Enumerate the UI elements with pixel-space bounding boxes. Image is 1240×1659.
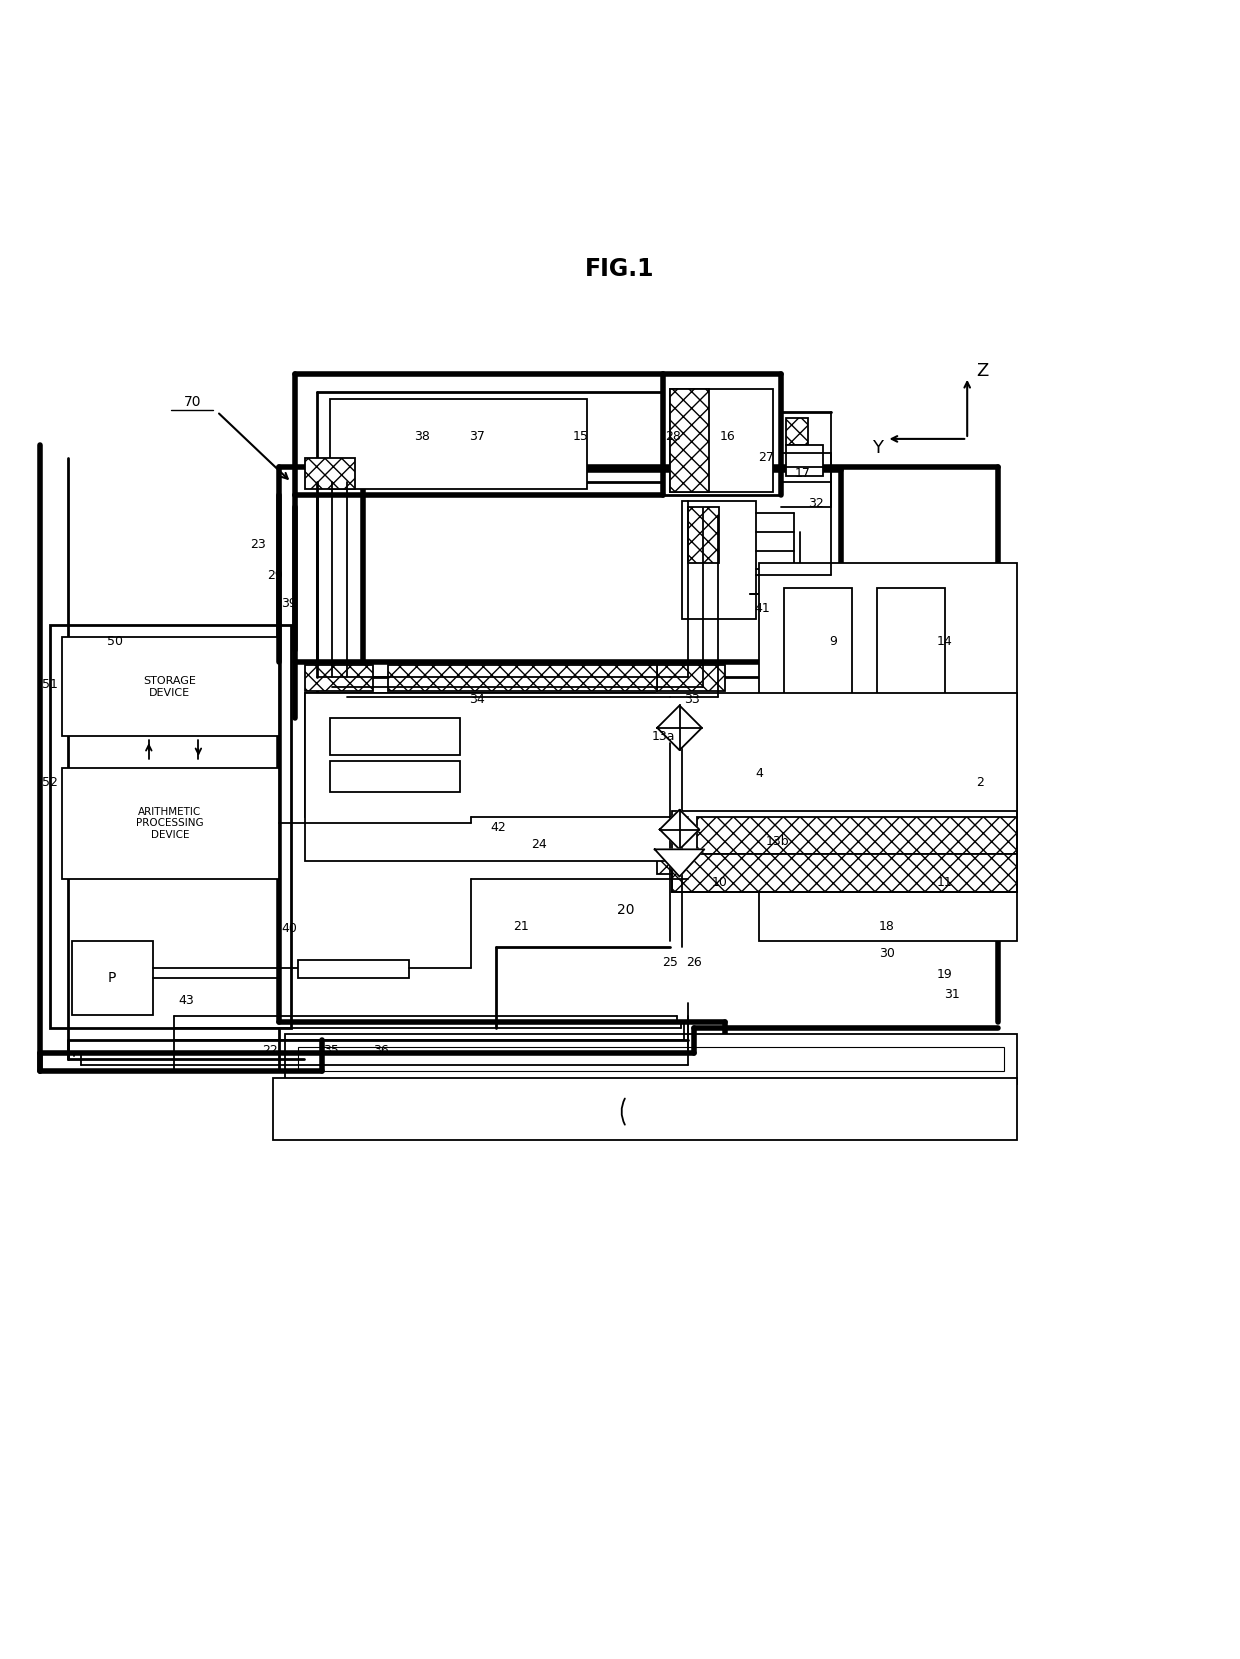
Text: 41: 41: [755, 602, 770, 615]
Bar: [330, 761, 460, 793]
Bar: [672, 854, 1017, 891]
Text: 29: 29: [268, 569, 283, 582]
Text: 4: 4: [755, 766, 763, 780]
Text: 33: 33: [684, 693, 699, 705]
Polygon shape: [655, 849, 704, 876]
Text: 11: 11: [937, 876, 952, 889]
Text: 15: 15: [573, 430, 588, 443]
Text: 13a: 13a: [652, 730, 675, 743]
Text: Z: Z: [976, 362, 988, 380]
Text: 31: 31: [945, 987, 960, 1000]
Text: 36: 36: [373, 1044, 388, 1057]
Text: 32: 32: [808, 498, 823, 509]
Text: 24: 24: [532, 838, 547, 851]
Text: Y: Y: [873, 438, 883, 456]
Polygon shape: [657, 705, 702, 750]
Text: 9: 9: [830, 634, 837, 647]
Bar: [330, 400, 587, 488]
Bar: [298, 1047, 1004, 1072]
Bar: [877, 587, 945, 712]
Text: 50: 50: [108, 634, 123, 647]
Text: 26: 26: [687, 956, 702, 969]
Text: 43: 43: [179, 994, 193, 1007]
Bar: [672, 811, 1017, 891]
Text: 30: 30: [879, 947, 894, 961]
Text: 23: 23: [250, 538, 265, 551]
Polygon shape: [660, 810, 699, 849]
Text: P: P: [108, 971, 117, 985]
Bar: [786, 418, 808, 445]
Bar: [298, 959, 409, 979]
Text: 38: 38: [414, 430, 429, 443]
Bar: [388, 665, 657, 690]
Bar: [305, 458, 355, 488]
Bar: [657, 851, 702, 874]
Bar: [697, 818, 1017, 854]
Text: STORAGE
DEVICE: STORAGE DEVICE: [144, 677, 196, 698]
Bar: [50, 625, 291, 1029]
Text: 27: 27: [759, 451, 774, 465]
Text: 10: 10: [712, 876, 727, 889]
Bar: [285, 1034, 1017, 1083]
Text: 18: 18: [879, 919, 894, 932]
Text: ARITHMETIC
PROCESSING
DEVICE: ARITHMETIC PROCESSING DEVICE: [136, 806, 203, 839]
Text: 21: 21: [513, 919, 528, 932]
Bar: [330, 718, 460, 755]
Text: 42: 42: [491, 821, 506, 833]
Text: 34: 34: [470, 693, 485, 705]
Text: 28: 28: [666, 430, 681, 443]
Bar: [273, 1077, 1017, 1140]
Bar: [670, 390, 709, 493]
Text: 39: 39: [281, 597, 296, 611]
Text: 17: 17: [795, 468, 810, 479]
Bar: [305, 665, 373, 690]
Bar: [72, 941, 153, 1015]
Text: 70: 70: [184, 395, 201, 408]
Text: 2: 2: [976, 776, 983, 790]
Bar: [784, 587, 852, 712]
Text: 22: 22: [263, 1044, 278, 1057]
Bar: [62, 637, 279, 737]
Text: 13b: 13b: [765, 836, 790, 848]
Bar: [688, 508, 719, 562]
Bar: [670, 390, 773, 493]
Text: 20: 20: [618, 902, 635, 917]
Text: 40: 40: [281, 922, 296, 936]
Bar: [62, 768, 279, 879]
Text: 16: 16: [720, 430, 735, 443]
Text: 35: 35: [324, 1044, 339, 1057]
Text: 25: 25: [662, 956, 677, 969]
Text: 51: 51: [42, 679, 57, 690]
Text: 19: 19: [937, 969, 952, 980]
Bar: [657, 665, 725, 690]
Bar: [305, 693, 655, 818]
Text: 52: 52: [42, 776, 57, 790]
Bar: [305, 693, 1017, 861]
Bar: [786, 445, 823, 476]
Text: 37: 37: [470, 430, 485, 443]
Text: FIG.1: FIG.1: [585, 257, 655, 280]
Bar: [759, 562, 1017, 941]
Text: 14: 14: [937, 634, 952, 647]
Bar: [682, 501, 756, 619]
